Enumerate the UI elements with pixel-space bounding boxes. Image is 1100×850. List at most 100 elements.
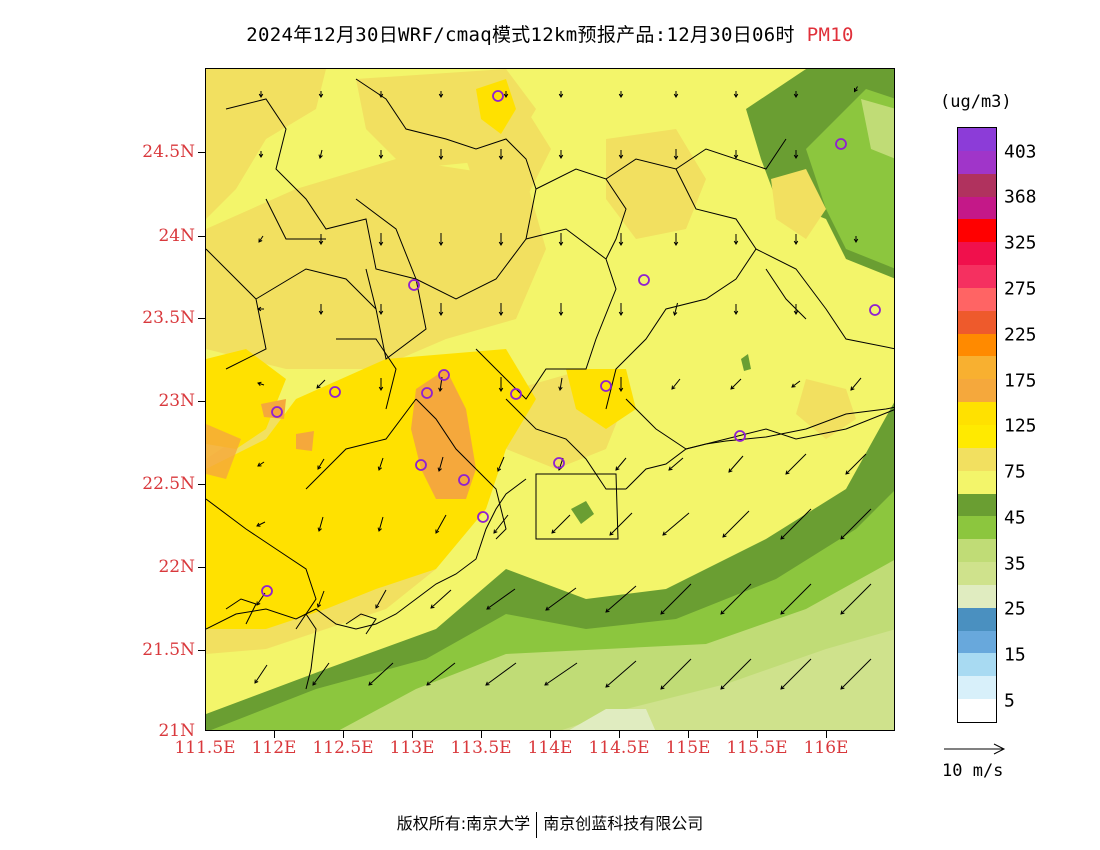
wind-vector-head <box>316 603 322 608</box>
wind-vector-head <box>730 385 735 390</box>
wind-vector <box>615 457 627 471</box>
pm-75-region <box>456 109 551 199</box>
wind-vector-head <box>840 685 845 690</box>
pm-75-region <box>206 159 546 369</box>
legend-swatch <box>958 584 996 609</box>
lat-label: 21.5N <box>142 640 195 660</box>
wind-vector <box>378 457 384 471</box>
pm-125-region <box>206 424 241 479</box>
legend-swatch <box>958 699 996 723</box>
wind-vector <box>497 456 505 472</box>
legend-swatch <box>958 493 996 517</box>
wind-vector-head <box>257 306 262 312</box>
wind-vector <box>609 512 633 536</box>
wind-vector-head <box>840 535 845 540</box>
wind-vector-head <box>558 154 564 159</box>
wind-vector <box>378 516 384 532</box>
wind-vector-head <box>850 386 855 391</box>
wind-vector <box>256 521 266 527</box>
wind-vector-head <box>258 238 263 243</box>
wind-vector-head <box>258 153 264 158</box>
wind-vector-head <box>793 93 799 98</box>
pm-45-region <box>741 354 751 371</box>
wind-vector-head <box>257 462 262 467</box>
wind-vector <box>780 583 812 615</box>
wind-vector <box>840 583 872 615</box>
legend-swatch <box>958 150 996 175</box>
pm-125-region <box>566 369 636 429</box>
wind-vector-head <box>545 606 550 611</box>
lat-label: 22.5N <box>142 474 195 494</box>
wind-vector <box>850 377 862 391</box>
lon-label: 113.5E <box>450 738 512 758</box>
lon-tick <box>688 731 689 738</box>
wind-vector-head <box>845 470 850 475</box>
wind-vector <box>660 583 692 615</box>
wind-vector-head <box>728 468 733 473</box>
lon-tick <box>343 731 344 738</box>
wind-vector <box>544 662 578 686</box>
wind-vector-head <box>256 522 261 527</box>
wind-vector-head <box>254 679 259 684</box>
map-panel <box>205 68 895 731</box>
wind-vector-head <box>854 88 858 93</box>
wind-vector-head <box>438 155 444 160</box>
wind-vector-head <box>430 604 435 609</box>
wind-vector-head <box>720 685 725 690</box>
station-marker <box>421 387 433 399</box>
station-marker <box>492 90 504 102</box>
lon-tick <box>826 731 827 738</box>
copyright-separator <box>536 811 538 838</box>
wind-vector-head <box>671 385 676 390</box>
wind-vector-head <box>673 311 678 316</box>
wind-vector <box>674 302 678 316</box>
wind-vector-head <box>793 240 799 245</box>
wind-vector-head <box>498 155 504 160</box>
legend-swatch <box>958 242 996 266</box>
legend-swatch <box>958 447 996 472</box>
wind-vector-head <box>438 311 444 316</box>
wind-vector-head <box>793 154 799 159</box>
wind-vector-head <box>435 529 440 534</box>
wind-vector-head <box>498 387 504 392</box>
legend-swatch <box>958 676 996 700</box>
legend-swatch <box>958 402 996 426</box>
copyright-left: 版权所有:南京大学 <box>396 814 531 833</box>
wind-vector-head <box>618 154 624 159</box>
lat-label: 22N <box>158 557 195 577</box>
wind-vector-head <box>375 604 380 609</box>
wind-vector-head <box>720 610 725 615</box>
wind-vector-head <box>609 531 614 536</box>
station-marker <box>458 474 470 486</box>
wind-vector-head <box>785 470 790 475</box>
wind-vector-head <box>733 154 739 159</box>
pm-25-region <box>569 709 656 730</box>
wind-vector-head <box>840 610 845 615</box>
wind-vector <box>430 589 452 609</box>
legend-label: 75 <box>1004 461 1026 483</box>
legend-swatch <box>958 196 996 220</box>
wind-vector <box>559 377 563 391</box>
pm-125-region <box>206 349 286 449</box>
pm-75-region <box>796 379 856 439</box>
monitoring-stations <box>261 90 881 597</box>
lat-tick <box>198 236 205 237</box>
wind-vector-head <box>618 311 624 316</box>
wind-vector <box>720 658 752 690</box>
wind-vector <box>368 662 394 686</box>
wind-vector-head <box>558 241 564 246</box>
wind-vector-head <box>497 467 502 472</box>
wind-vectors <box>254 86 872 690</box>
wind-vector-head <box>615 466 620 471</box>
wind-vector <box>671 378 681 390</box>
lon-label: 115E <box>665 738 711 758</box>
legend-swatch <box>958 265 996 289</box>
chart-title: 2024年12月30日WRF/cmaq模式12km预报产品:12月30日06时 P… <box>0 20 1100 47</box>
wind-vector <box>438 456 444 472</box>
wind-vector-head <box>605 683 610 688</box>
legend-swatch <box>958 607 996 632</box>
wind-vector-head <box>438 387 443 392</box>
wind-vector <box>730 378 742 390</box>
wind-vector-head <box>660 685 665 690</box>
legend-label: 25 <box>1004 598 1026 620</box>
